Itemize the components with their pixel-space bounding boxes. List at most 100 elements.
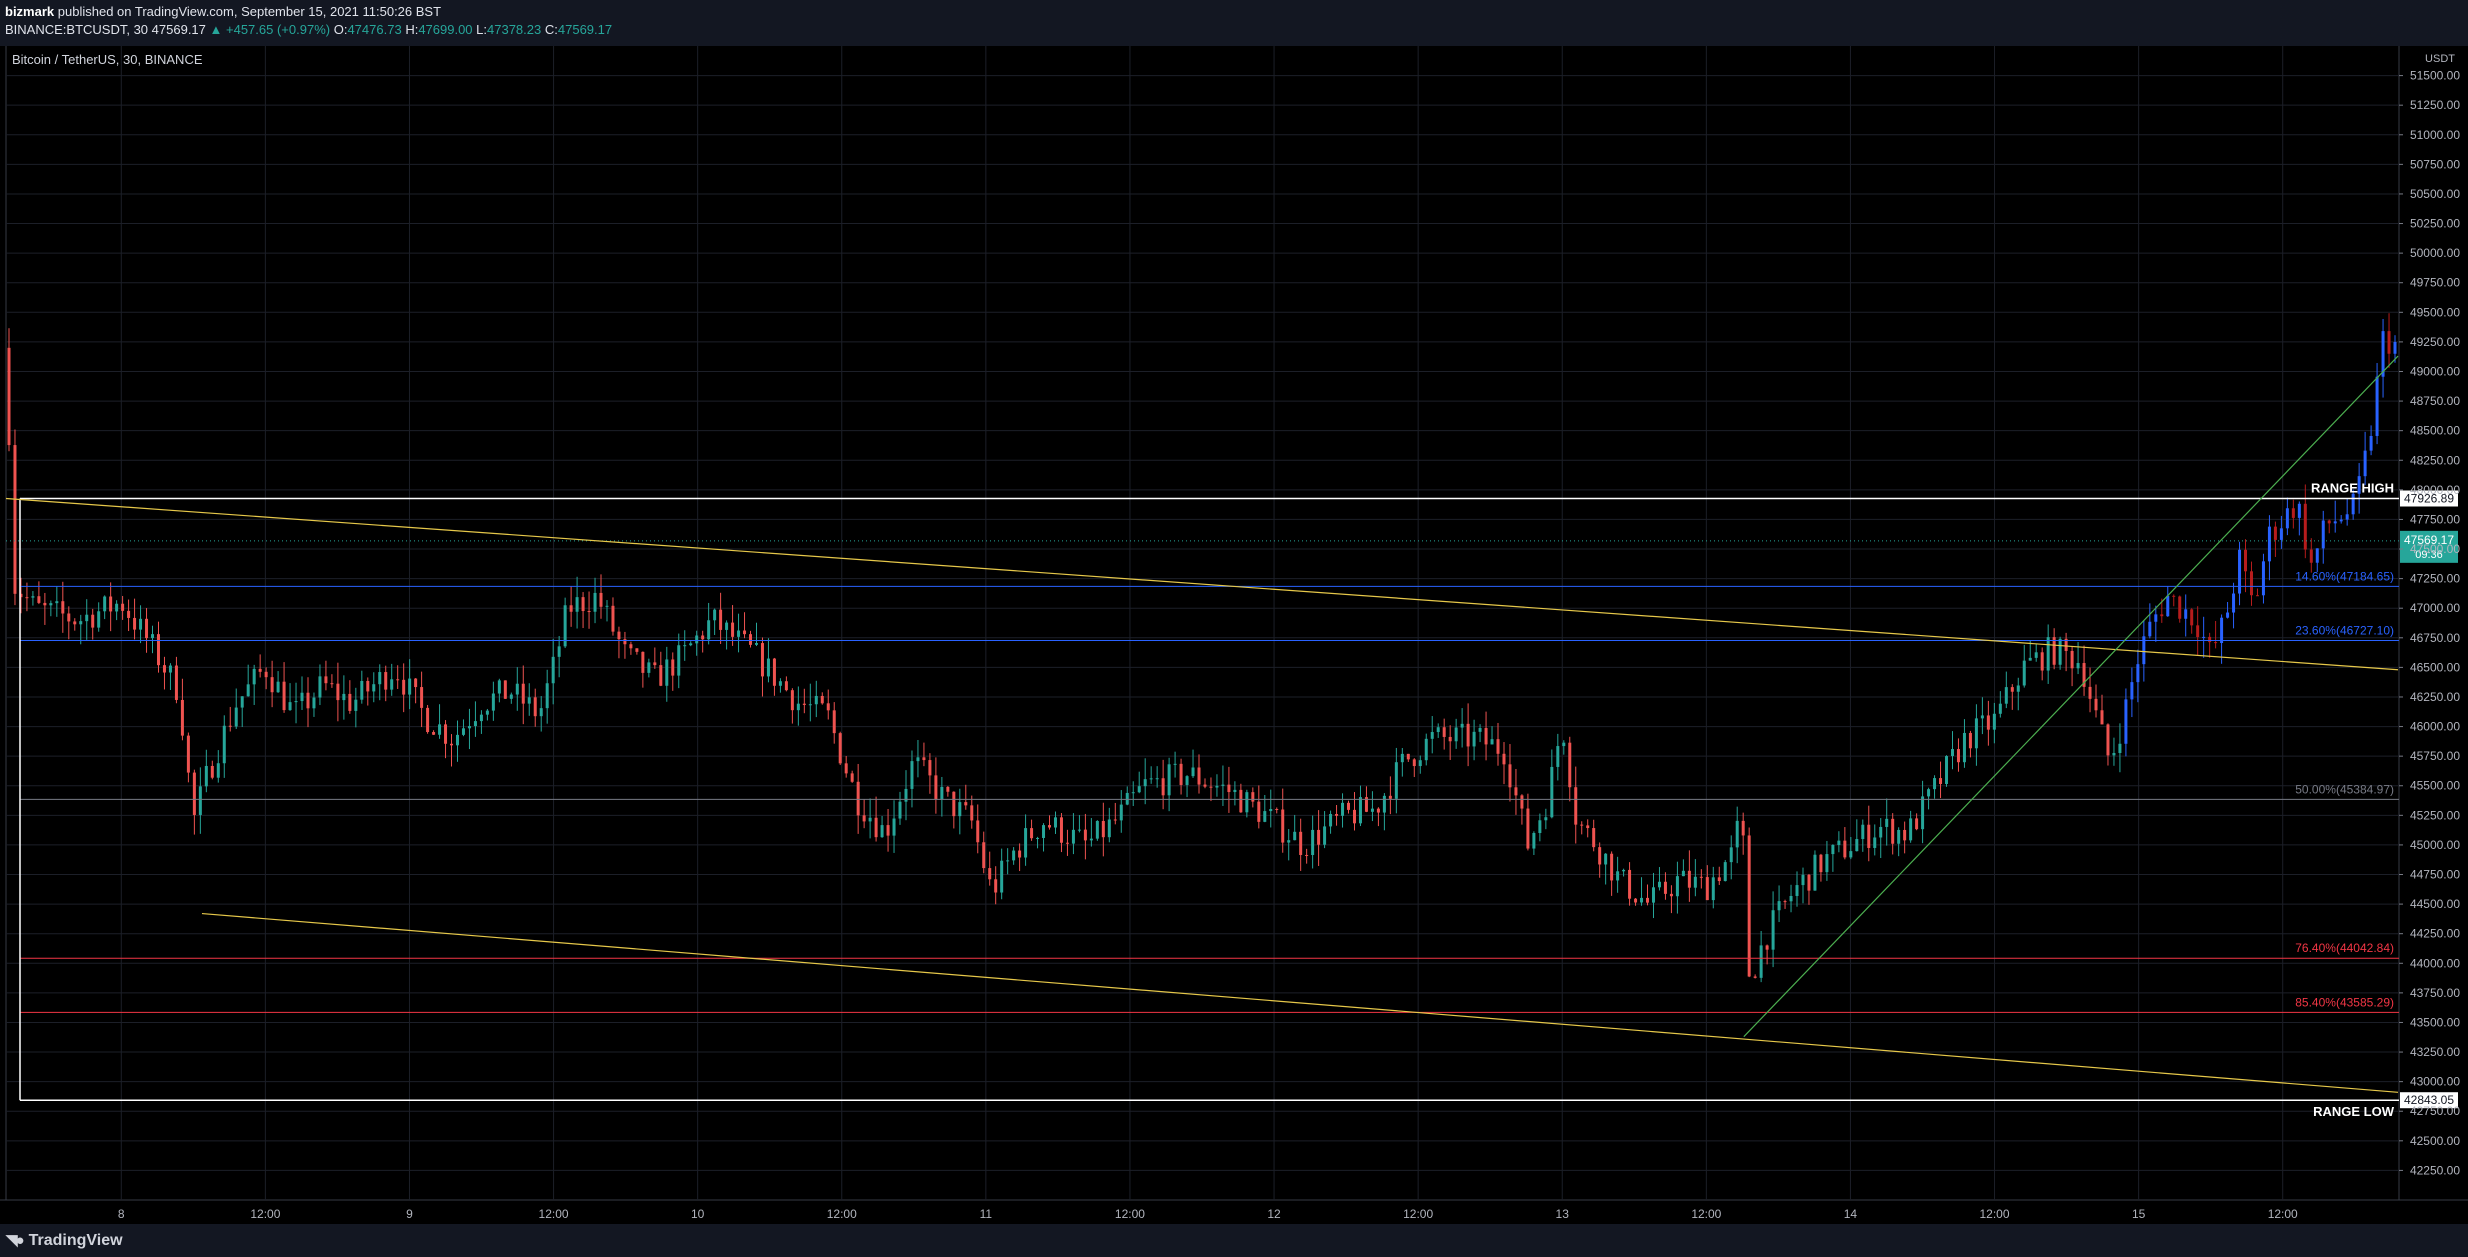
candle-body bbox=[2076, 663, 2080, 669]
time-tick-label: 12:00 bbox=[827, 1207, 857, 1221]
candle-body bbox=[1837, 840, 1841, 845]
candle-body bbox=[133, 617, 137, 630]
price-tick-label: 46250.00 bbox=[2410, 690, 2460, 704]
candle-body bbox=[1263, 811, 1267, 822]
candle-body bbox=[258, 668, 262, 672]
candle-body bbox=[270, 677, 274, 693]
candle-body bbox=[1227, 784, 1231, 793]
candle-body bbox=[1903, 829, 1907, 841]
candle-body bbox=[976, 820, 980, 843]
price-change: ▲ +457.65 (+0.97%) bbox=[209, 22, 331, 37]
price-tick-label: 45750.00 bbox=[2410, 749, 2460, 763]
candle-body bbox=[2142, 636, 2146, 665]
candle-body bbox=[2004, 687, 2008, 704]
candle-body bbox=[814, 695, 818, 705]
candle-body bbox=[695, 635, 699, 644]
candle-body bbox=[2178, 596, 2182, 619]
candle-body bbox=[1574, 787, 1578, 825]
candle-body bbox=[802, 703, 806, 705]
candle-body bbox=[713, 609, 717, 621]
candle-body bbox=[1245, 792, 1249, 813]
upper-trendline bbox=[5, 497, 2399, 671]
candle-body bbox=[204, 765, 208, 787]
candle-body bbox=[1460, 723, 1464, 728]
time-tick-label: 8 bbox=[118, 1207, 125, 1221]
candle-body bbox=[1233, 789, 1237, 793]
price-tick-label: 50250.00 bbox=[2410, 217, 2460, 231]
candle-body bbox=[2232, 593, 2236, 613]
author-name[interactable]: bizmark bbox=[5, 4, 55, 19]
open-value: 47476.73 bbox=[347, 22, 402, 37]
candle-body bbox=[731, 622, 735, 637]
candle-body bbox=[1831, 844, 1835, 855]
candle-body bbox=[1215, 785, 1219, 788]
candle-body bbox=[970, 805, 974, 821]
price-chart[interactable]: RANGE HIGH 47926.89 14.60%(47184.65) 23.60%… bbox=[0, 0, 2468, 1224]
candle-body bbox=[1012, 850, 1016, 861]
candle-body bbox=[671, 659, 675, 676]
price-tick-label: 48750.00 bbox=[2410, 394, 2460, 408]
fib-50-label: 50.00%(45384.97) bbox=[2295, 782, 2394, 796]
candle-body bbox=[198, 786, 202, 815]
candle-body bbox=[1825, 854, 1829, 873]
published-text: published on TradingView.com, September … bbox=[57, 4, 442, 19]
price-tick-label: 50750.00 bbox=[2410, 157, 2460, 171]
candle-body bbox=[2094, 698, 2098, 711]
candle-body bbox=[635, 648, 639, 652]
candle-body bbox=[1203, 784, 1207, 787]
price-tick-label: 43250.00 bbox=[2410, 1045, 2460, 1059]
price-axis[interactable]: 42250.00 42500.00 42750.00 43000.00 43250.00… bbox=[2399, 53, 2460, 1177]
price-tick-label: 44500.00 bbox=[2410, 897, 2460, 911]
time-axis[interactable]: 8 12:00 9 12:00 10 12:00 11 12:00 12 12:00 13 12:00… bbox=[118, 1207, 2298, 1221]
candle-body bbox=[2010, 687, 2014, 692]
candle-body bbox=[73, 621, 77, 625]
tradingview-logo[interactable]: ◥● TradingView bbox=[6, 1231, 123, 1250]
candle-body bbox=[408, 678, 412, 695]
candle-body bbox=[2357, 476, 2361, 494]
candle-body bbox=[1526, 808, 1530, 849]
candle-body bbox=[1418, 760, 1422, 767]
candle-body bbox=[653, 662, 657, 666]
candle-body bbox=[366, 680, 370, 692]
candle-body bbox=[336, 683, 340, 701]
candle-body bbox=[551, 656, 555, 684]
candle-body bbox=[1586, 825, 1590, 829]
price-tick-label: 42750.00 bbox=[2410, 1104, 2460, 1118]
candle-body bbox=[1053, 817, 1057, 828]
candle-body bbox=[1933, 778, 1937, 790]
candle-body bbox=[928, 760, 932, 776]
candle-body bbox=[2058, 638, 2062, 665]
candle-body bbox=[1424, 738, 1428, 761]
candle-body bbox=[2244, 549, 2248, 572]
candle-body bbox=[683, 645, 687, 647]
candle-body bbox=[103, 596, 107, 612]
candle-body bbox=[503, 680, 507, 699]
candle-body bbox=[1855, 839, 1859, 852]
candle-body bbox=[473, 721, 477, 727]
price-tick-label: 46750.00 bbox=[2410, 631, 2460, 645]
candle-body bbox=[1502, 753, 1506, 765]
candle-body bbox=[659, 665, 663, 686]
open-label: O: bbox=[333, 22, 348, 37]
candle-body bbox=[1095, 820, 1099, 839]
candle-body bbox=[156, 634, 160, 666]
candle-body bbox=[2166, 595, 2170, 617]
candle-body bbox=[946, 786, 950, 792]
candle-body bbox=[868, 817, 872, 822]
candle-body bbox=[282, 681, 286, 711]
time-tick-label: 12 bbox=[1267, 1207, 1281, 1221]
countdown-label: 09:36 bbox=[2415, 549, 2443, 561]
candle-body bbox=[916, 757, 920, 762]
candle-body bbox=[1592, 828, 1596, 848]
candle-body bbox=[964, 802, 968, 806]
candle-body bbox=[354, 699, 358, 711]
candle-body bbox=[515, 683, 519, 695]
candle-body bbox=[234, 707, 238, 727]
candle-body bbox=[2154, 614, 2158, 622]
candle-body bbox=[1293, 831, 1297, 841]
candle-body bbox=[874, 817, 878, 838]
candle-body bbox=[1897, 829, 1901, 844]
candle-body bbox=[1789, 895, 1793, 902]
candle-body bbox=[701, 635, 705, 640]
candle-body bbox=[2160, 614, 2164, 617]
